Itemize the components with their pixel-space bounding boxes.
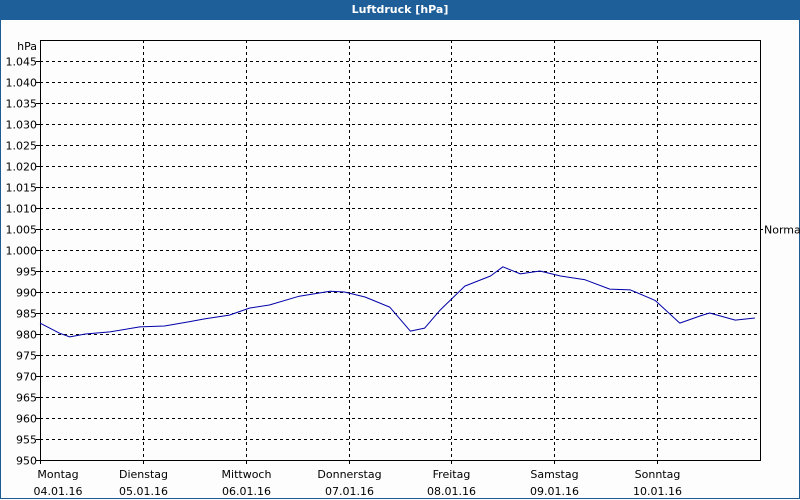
x-tick-label-day: Freitag <box>433 468 471 481</box>
y-tick-label: 965 <box>16 392 37 405</box>
x-tick-label-date: 08.01.16 <box>427 485 476 498</box>
x-tick-label-date: 06.01.16 <box>222 485 271 498</box>
y-tick-label: 1.005 <box>6 224 38 237</box>
y-tick-label: 950 <box>16 455 37 468</box>
y-tick-label: 990 <box>16 287 37 300</box>
y-tick-label: 980 <box>16 329 37 342</box>
y-tick-label: 960 <box>16 413 37 426</box>
plot-area <box>40 40 761 461</box>
x-tick-label-day: Samstag <box>530 468 578 481</box>
x-tick-label-day: Montag <box>37 468 78 481</box>
x-tick-label-date: 04.01.16 <box>34 485 83 498</box>
y-tick-label: 1.000 <box>6 245 38 258</box>
x-tick-label-day: Sonntag <box>635 468 681 481</box>
y-tick-label: 1.040 <box>6 77 38 90</box>
x-tick-label-day: Mittwoch <box>222 468 272 481</box>
x-tick-label-date: 10.01.16 <box>633 485 682 498</box>
y-tick-label: 970 <box>16 371 37 384</box>
y-tick-label: 1.025 <box>6 140 38 153</box>
x-tick-label-date: 07.01.16 <box>325 485 374 498</box>
y-tick-label: 975 <box>16 350 37 363</box>
y-tick-label: 1.045 <box>6 56 38 69</box>
x-tick-label-date: 05.01.16 <box>119 485 168 498</box>
y-tick-label: 1.035 <box>6 98 38 111</box>
normal-label: Normal <box>764 224 800 237</box>
pressure-line <box>39 266 755 338</box>
x-tick-label-day: Donnerstag <box>317 468 381 481</box>
y-tick-label: 955 <box>16 434 37 447</box>
y-axis-unit: hPa <box>17 40 37 53</box>
y-tick-label: 1.010 <box>6 203 38 216</box>
x-tick-label-date: 09.01.16 <box>530 485 579 498</box>
y-tick-label: 1.020 <box>6 161 38 174</box>
y-tick-label: 1.015 <box>6 182 38 195</box>
y-tick-label: 995 <box>16 266 37 279</box>
y-tick-label: 985 <box>16 308 37 321</box>
x-tick-label-day: Dienstag <box>119 468 168 481</box>
window-title: Luftdruck [hPa] <box>0 0 800 20</box>
y-tick-label: 1.030 <box>6 119 38 132</box>
